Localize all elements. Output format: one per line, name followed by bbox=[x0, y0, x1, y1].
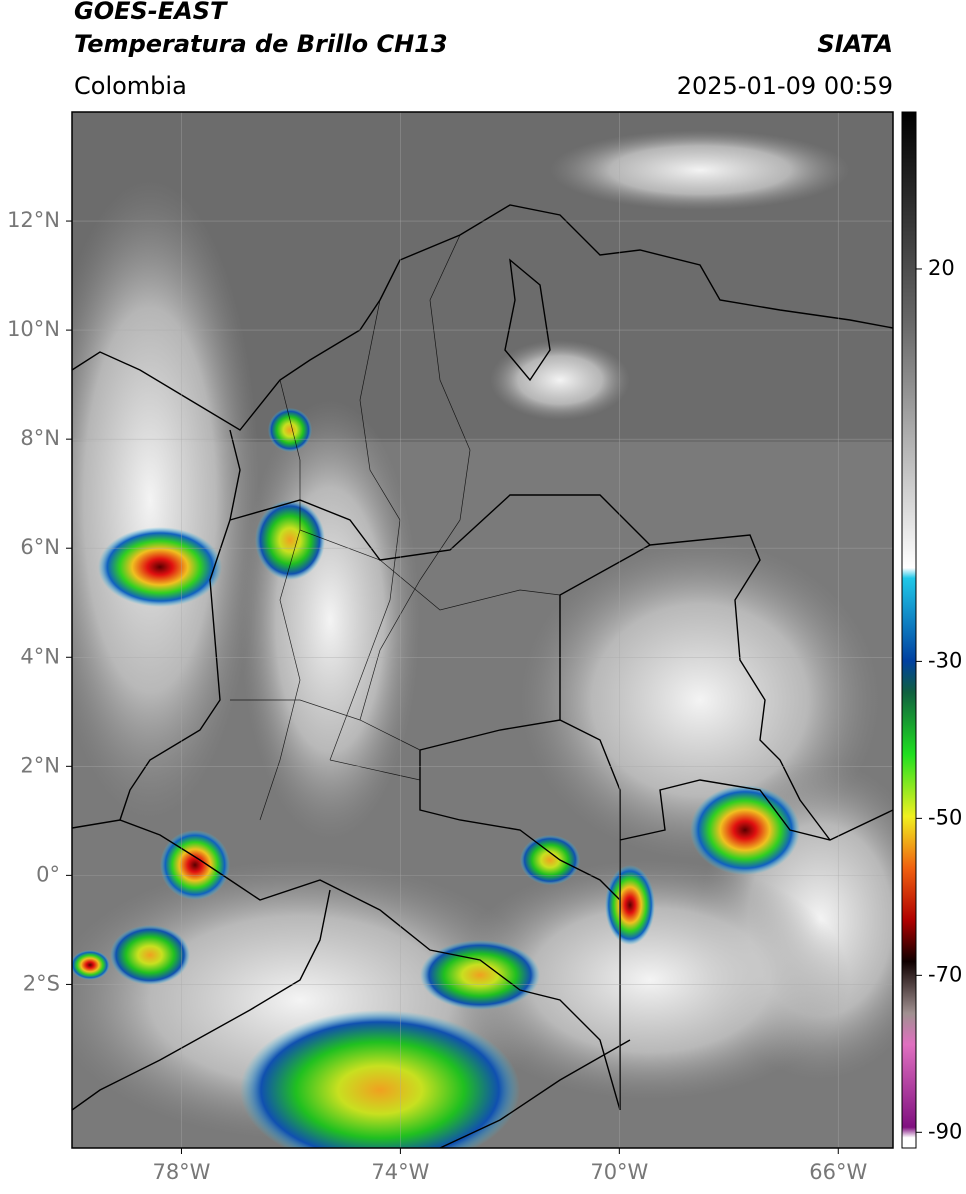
lon-tick-label: 66°W bbox=[809, 1160, 867, 1184]
product: Temperatura de Brillo CH13 bbox=[74, 30, 448, 58]
lat-tick-label: 2°N bbox=[20, 753, 60, 777]
lat-tick-label: 2°S bbox=[23, 971, 60, 995]
map-image bbox=[72, 112, 893, 1148]
colorbar-tick-label: -30 bbox=[928, 648, 962, 672]
agency: SIATA bbox=[817, 30, 893, 58]
lat-tick-label: 8°N bbox=[20, 426, 60, 450]
lon-tick-label: 70°W bbox=[590, 1160, 648, 1184]
lat-tick-label: 0° bbox=[36, 862, 60, 886]
colorbar-tick-label: 20 bbox=[928, 256, 955, 280]
lon-tick-label: 74°W bbox=[371, 1160, 429, 1184]
lon-tick-label: 78°W bbox=[152, 1160, 210, 1184]
colorbar-tick-label: -50 bbox=[928, 805, 962, 829]
colorbar-tick-label: -70 bbox=[928, 962, 962, 986]
colorbar-tick-label: -90 bbox=[928, 1119, 962, 1143]
map-frame bbox=[71, 111, 894, 1149]
region: Colombia bbox=[74, 72, 187, 100]
datetime: 2025-01-09 00:59 bbox=[677, 72, 893, 100]
satellite: GOES-EAST bbox=[74, 0, 228, 25]
lat-tick-label: 6°N bbox=[20, 535, 60, 559]
lat-tick-label: 4°N bbox=[20, 644, 60, 668]
lat-tick-label: 10°N bbox=[7, 317, 60, 341]
lat-tick-label: 12°N bbox=[7, 208, 60, 232]
colorbar bbox=[901, 111, 917, 1149]
graticule bbox=[72, 112, 893, 1148]
